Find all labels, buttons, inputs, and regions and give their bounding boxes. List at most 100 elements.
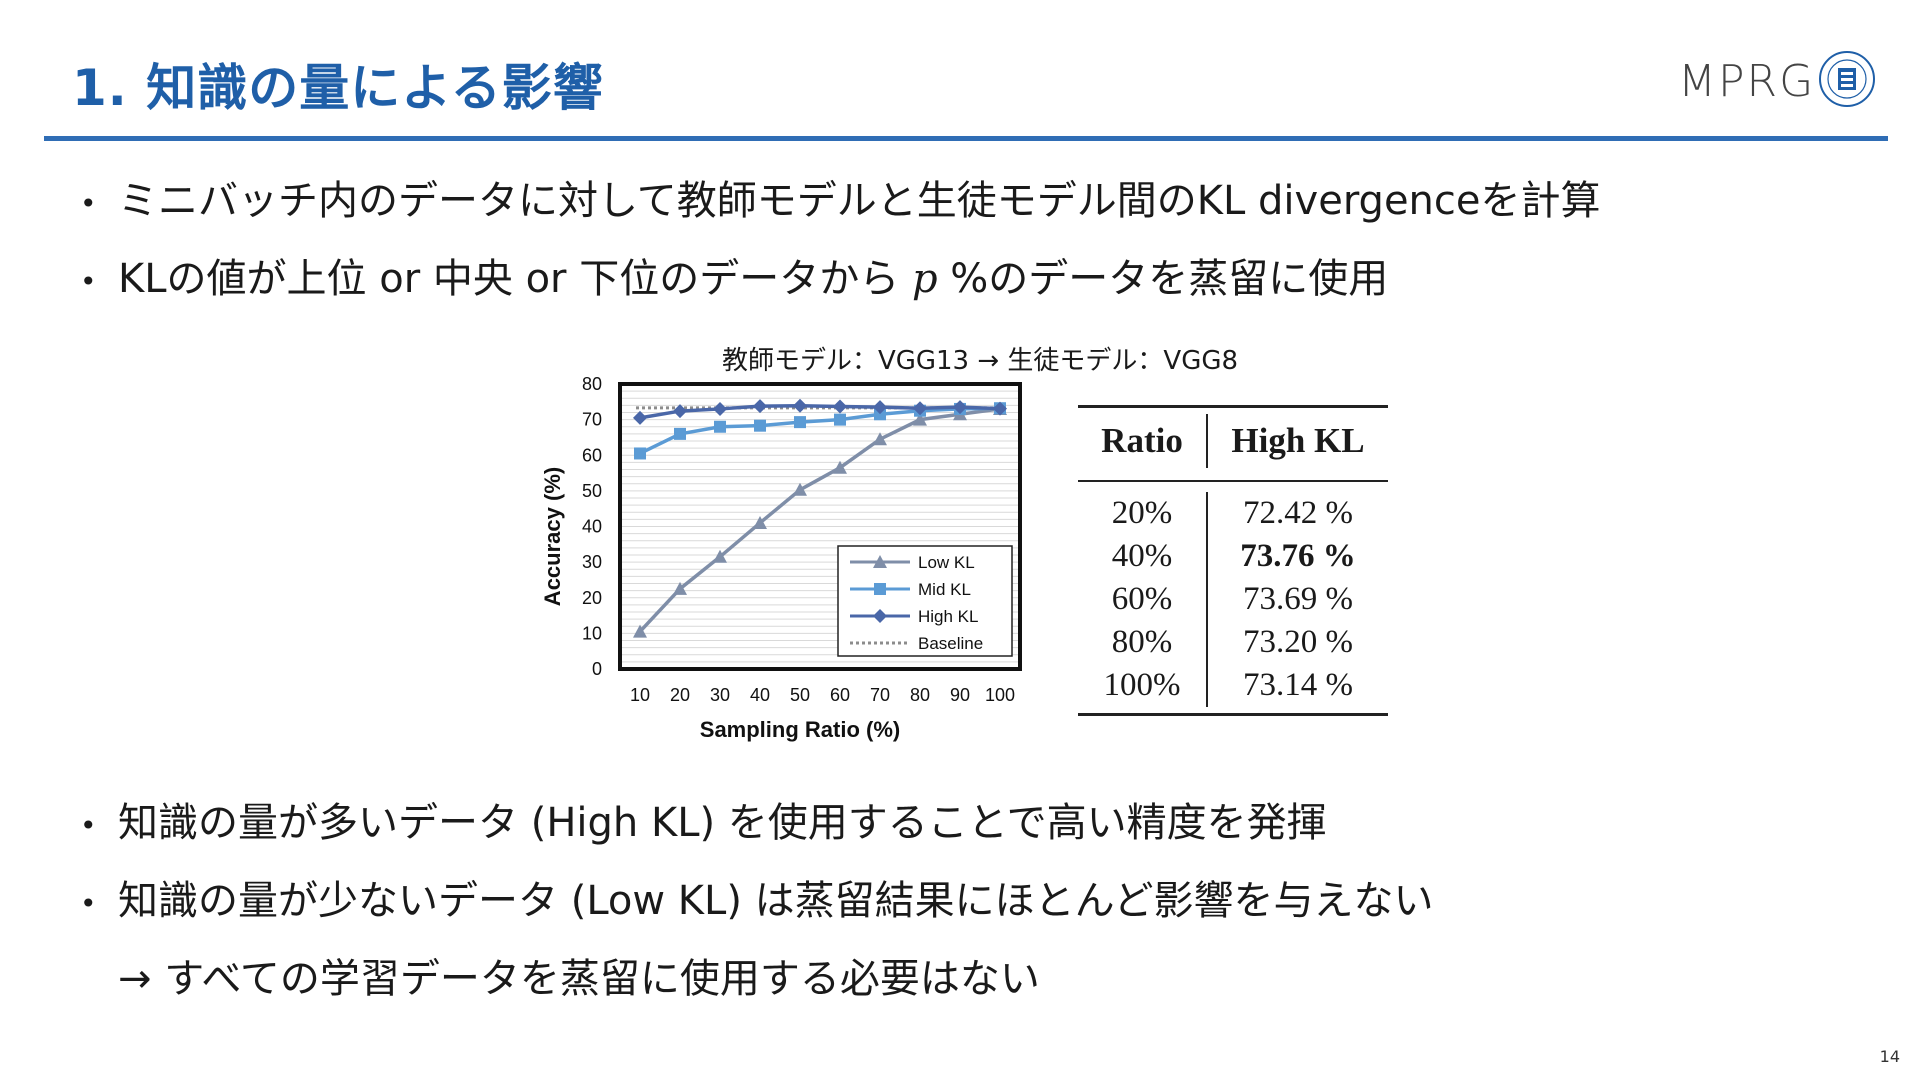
table-body: 20% 72.42 % 40% 73.76 % 60% 73.69 % 80% 73.20 %… xyxy=(1078,482,1388,713)
table-row: 20% 72.42 % xyxy=(1078,492,1388,535)
y-tick-label: 10 xyxy=(582,623,602,643)
x-tick-label: 30 xyxy=(710,685,730,705)
y-tick-label: 40 xyxy=(582,517,602,537)
data-point xyxy=(953,400,967,415)
data-point xyxy=(634,447,646,460)
legend-marker xyxy=(873,555,887,568)
bullet-dot-icon: • xyxy=(80,264,97,298)
data-point xyxy=(714,420,726,433)
data-point xyxy=(673,581,687,595)
data-point xyxy=(833,399,847,414)
data-point xyxy=(913,412,927,426)
bullet-text: 知識の量が少ないデータ (Low KL) は蒸留結果にほとんど影響を与えない xyxy=(118,878,1434,924)
data-point xyxy=(674,427,686,440)
data-point xyxy=(833,460,847,474)
x-tick-label: 60 xyxy=(830,685,850,705)
bullet-item: • 知識の量が少ないデータ (Low KL) は蒸留結果にほとんど影響を与えない xyxy=(80,868,1433,926)
bullet-item: • KLの値が上位 or 中央 or 下位のデータから p %のデータを蒸留に使用 xyxy=(80,246,1388,304)
data-point xyxy=(754,419,766,432)
plot-frame xyxy=(618,382,1022,671)
bullet-item: • 知識の量が多いデータ (High KL) を使用することで高い精度を発揮 xyxy=(80,790,1327,848)
header-ratio: Ratio xyxy=(1078,414,1208,468)
y-tick-label: 30 xyxy=(582,552,602,572)
data-point xyxy=(793,482,807,496)
y-axis-label: Accuracy (%) xyxy=(540,467,565,606)
conclusion-text: → すべての学習データを蒸留に使用する必要はない xyxy=(118,956,1040,1002)
series-high-kl xyxy=(633,398,1007,425)
data-point xyxy=(633,624,647,638)
bullet-item: • ミニバッチ内のデータに対して教師モデルと生徒モデル間のKL divergenc… xyxy=(80,168,1601,226)
high-kl-cell: 73.20 % xyxy=(1243,624,1353,660)
x-tick-label: 90 xyxy=(950,685,970,705)
high-kl-cell: 73.76 % xyxy=(1240,538,1356,574)
y-tick-label: 20 xyxy=(582,588,602,608)
legend-label: Baseline xyxy=(918,634,983,653)
high-kl-cell: 72.42 % xyxy=(1243,495,1353,531)
legend-label: Low KL xyxy=(918,553,975,572)
ratio-cell: 60% xyxy=(1078,578,1208,621)
x-tick-label: 10 xyxy=(630,685,650,705)
bullet-dot-icon: • xyxy=(80,186,97,220)
y-tick-label: 50 xyxy=(582,481,602,501)
university-seal-icon xyxy=(1819,51,1875,107)
table-row: 60% 73.69 % xyxy=(1078,578,1388,621)
ratio-cell: 100% xyxy=(1078,664,1208,707)
bullet-text: 知識の量が多いデータ (High KL) を使用することで高い精度を発揮 xyxy=(118,800,1327,846)
high-kl-cell: 73.14 % xyxy=(1243,667,1353,703)
chart-legend: Low KL Mid KL High KL Baseline xyxy=(837,545,1013,657)
lab-logo: MPRG xyxy=(1678,50,1878,112)
y-axis-ticks: 0 10 20 30 40 50 60 70 80 xyxy=(582,374,602,679)
data-point xyxy=(873,432,887,446)
header-high-kl: High KL xyxy=(1231,421,1365,460)
page-number: 14 xyxy=(1879,1047,1900,1066)
data-point xyxy=(713,401,727,416)
series-line xyxy=(638,407,1001,633)
chart-series xyxy=(633,398,1007,638)
table-header-row: Ratio High KL xyxy=(1078,414,1388,468)
data-point xyxy=(753,399,767,414)
data-point xyxy=(793,398,807,413)
variable-p: p xyxy=(911,256,938,302)
y-tick-label: 70 xyxy=(582,410,602,430)
data-point xyxy=(834,413,846,426)
x-tick-label: 100 xyxy=(985,685,1015,705)
data-point xyxy=(874,408,886,421)
bullet-text-post: %のデータを蒸留に使用 xyxy=(937,256,1389,302)
title-underline xyxy=(44,136,1888,141)
data-point xyxy=(794,416,806,429)
bullet-text: ミニバッチ内のデータに対して教師モデルと生徒モデル間のKL divergence… xyxy=(118,178,1601,224)
data-point xyxy=(873,400,887,415)
y-tick-label: 60 xyxy=(582,445,602,465)
bullet-dot-icon: • xyxy=(80,808,97,842)
high-kl-cell: 73.69 % xyxy=(1243,581,1353,617)
data-point xyxy=(713,549,727,563)
ratio-cell: 20% xyxy=(1078,492,1208,535)
legend-label: High KL xyxy=(918,607,978,626)
slide-title: 1. 知識の量による影響 xyxy=(72,59,604,117)
x-tick-label: 80 xyxy=(910,685,930,705)
x-axis-ticks: 10 20 30 40 50 60 70 80 90 100 xyxy=(630,685,1015,705)
table-bottom-rule xyxy=(1078,713,1388,716)
table-row: 40% 73.76 % xyxy=(1078,535,1388,578)
chart-caption: 教師モデル：VGG13 → 生徒モデル：VGG8 xyxy=(721,346,1239,376)
x-tick-label: 70 xyxy=(870,685,890,705)
data-point xyxy=(633,410,647,425)
table-row: 100% 73.14 % xyxy=(1078,664,1388,707)
data-point xyxy=(753,515,767,529)
data-point xyxy=(993,401,1007,416)
ratio-cell: 40% xyxy=(1078,535,1208,578)
bullet-dot-icon: • xyxy=(80,886,97,920)
high-kl-table: Ratio High KL 20% 72.42 % 40% 73.76 % 60% 73.… xyxy=(1078,405,1388,716)
legend-label: Mid KL xyxy=(918,580,971,599)
data-point xyxy=(673,404,687,419)
bullet-text-pre: KLの値が上位 or 中央 or 下位のデータから xyxy=(118,256,912,302)
logo-text: MPRG xyxy=(1678,56,1816,107)
table-row: 80% 73.20 % xyxy=(1078,621,1388,664)
x-axis-label: Sampling Ratio (%) xyxy=(700,717,900,742)
y-tick-label: 80 xyxy=(582,374,602,394)
table-top-rule xyxy=(1078,405,1388,408)
x-tick-label: 40 xyxy=(750,685,770,705)
data-point xyxy=(913,401,927,416)
ratio-cell: 80% xyxy=(1078,621,1208,664)
